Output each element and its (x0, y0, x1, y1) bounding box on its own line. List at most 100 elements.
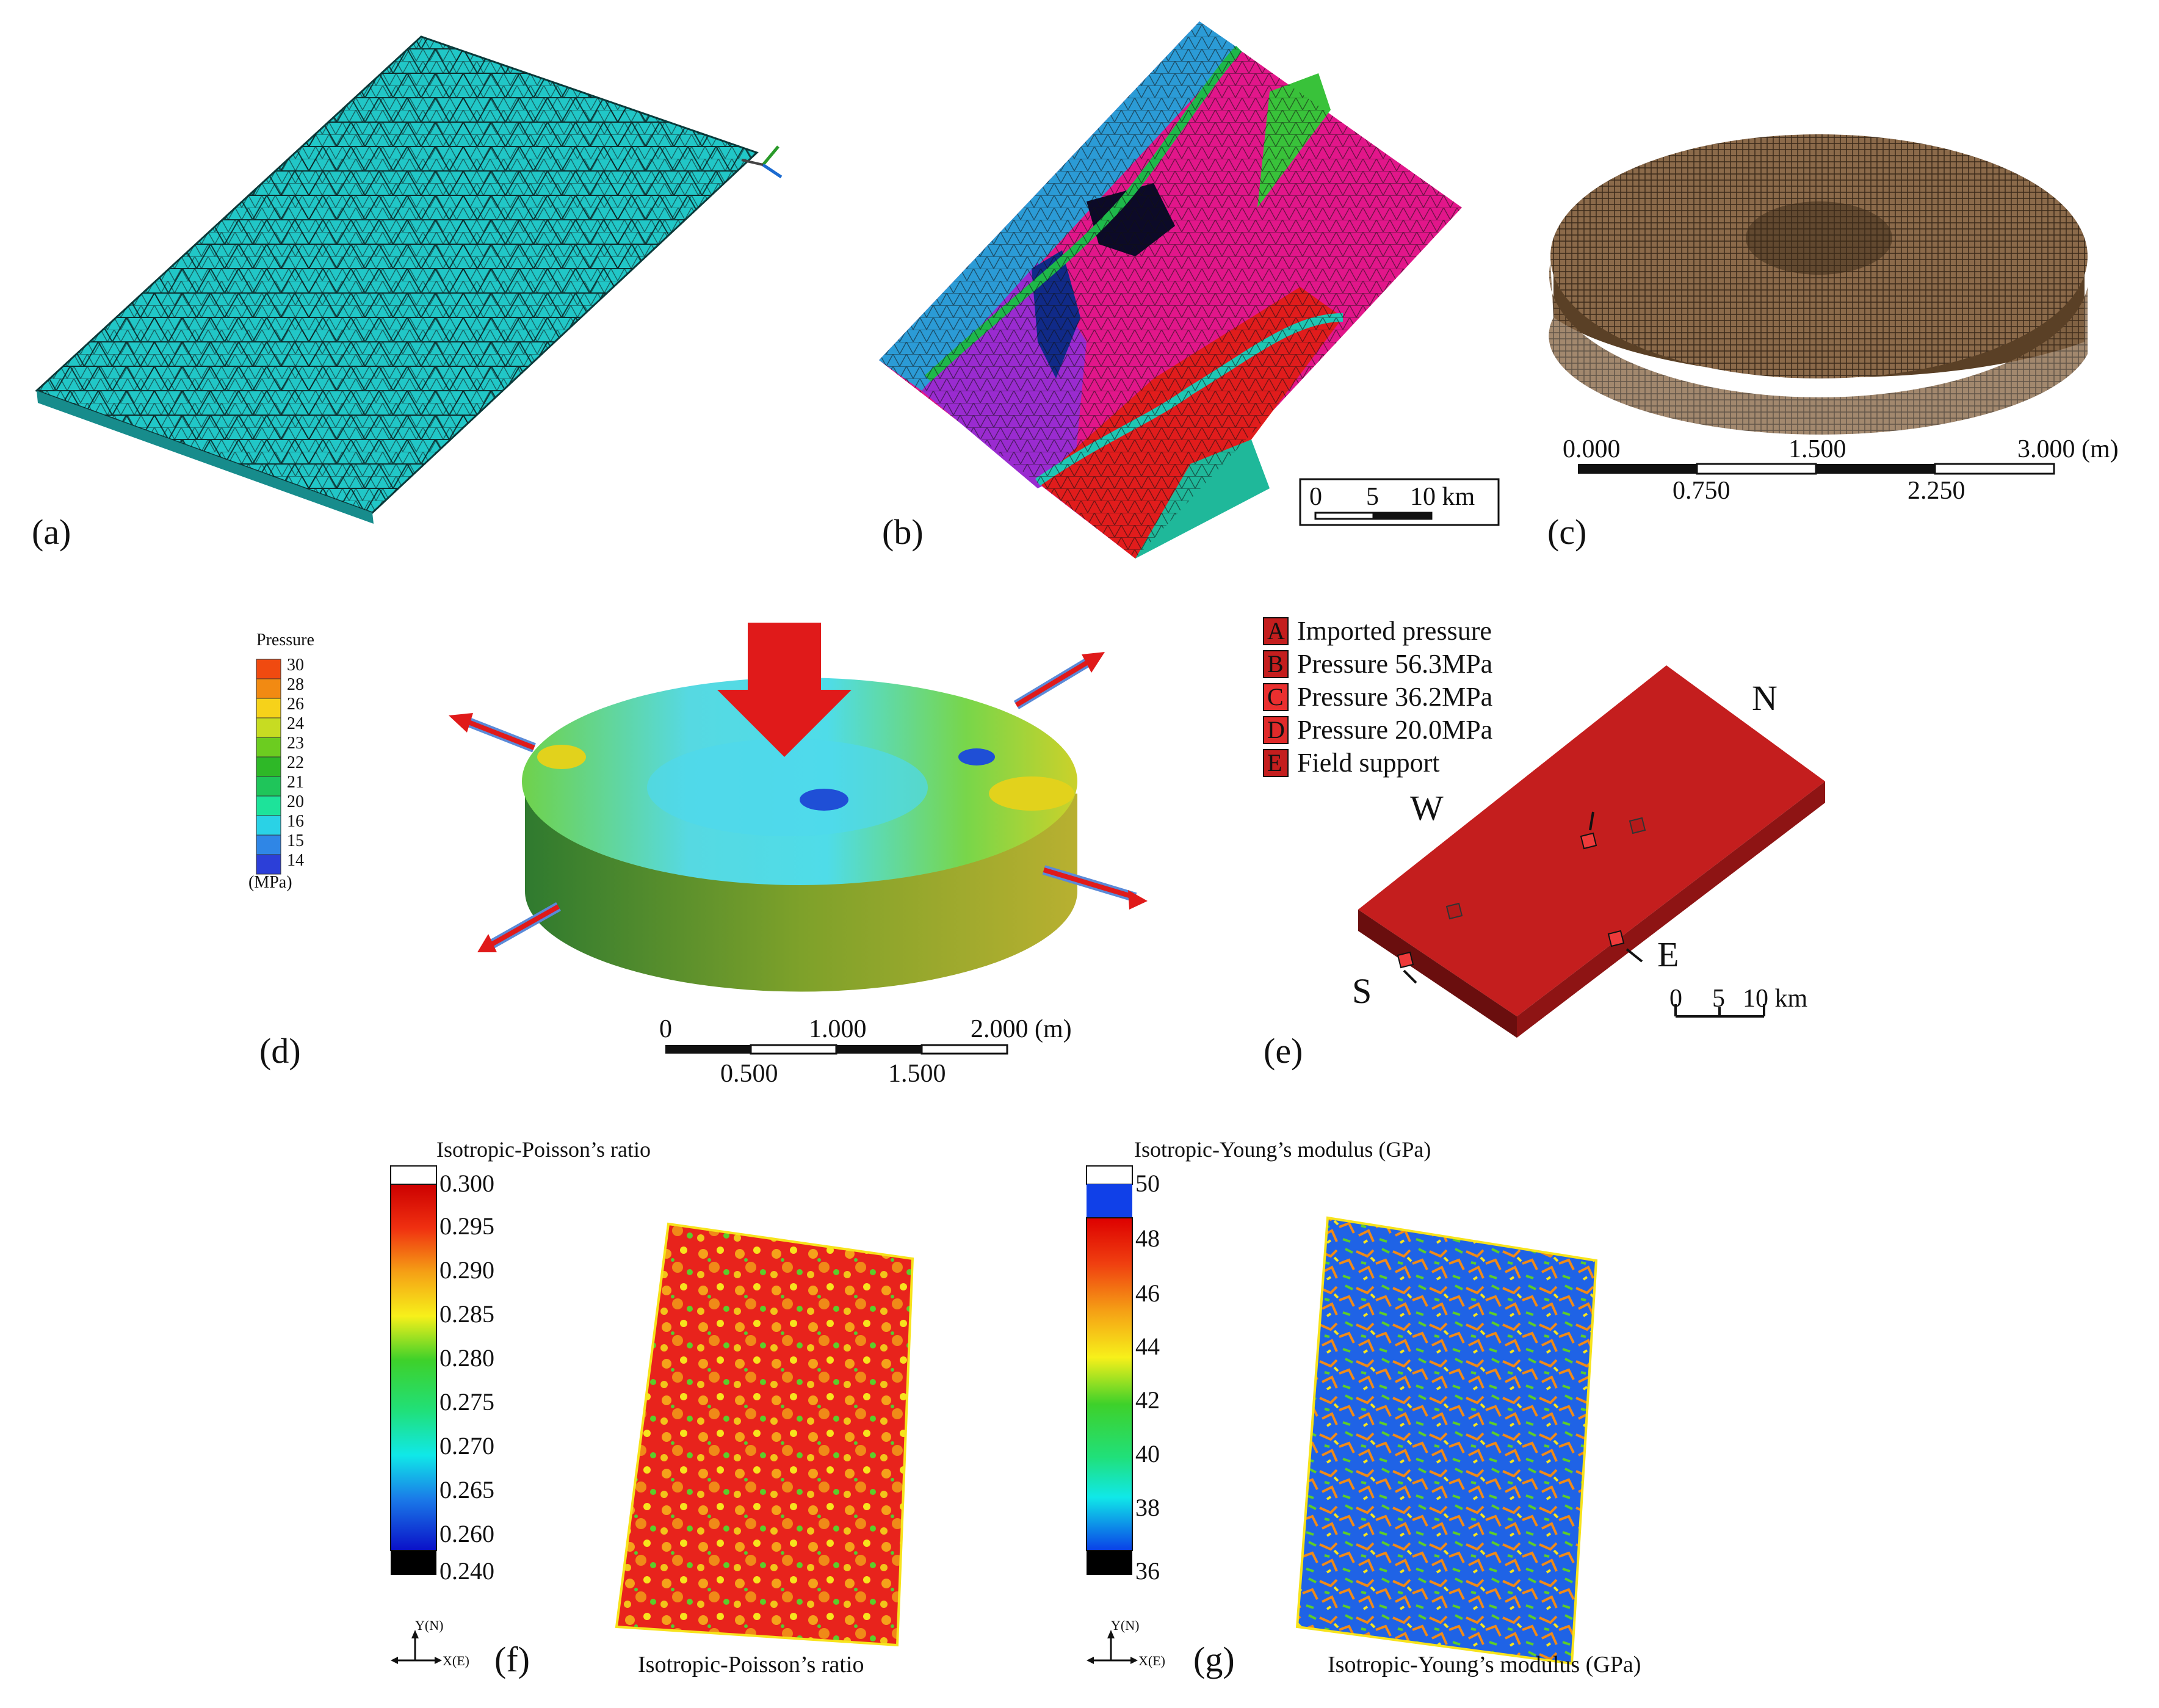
c-scale-0750: 0.750 (1673, 477, 1730, 505)
d-scale-2000: 2.000 (m) (971, 1015, 1072, 1043)
e-legend-label: Pressure 56.3MPa (1297, 649, 1493, 679)
b-scale-10km: 10 km (1410, 483, 1475, 511)
d-legend-unit: (MPa) (248, 873, 292, 892)
b-scale-0: 0 (1309, 483, 1322, 511)
pressure-legend-swatch (256, 854, 281, 875)
colorbar-tick: 0.290 (439, 1256, 494, 1284)
pressure-legend-swatch (256, 659, 281, 679)
e-legend-key: A (1267, 617, 1285, 645)
e-legend-label: Imported pressure (1297, 616, 1492, 646)
pressure-legend-swatch (256, 834, 281, 855)
g-axis-y-label: Y(N) (1111, 1618, 1140, 1633)
colorbar-tick: 0.280 (439, 1344, 494, 1372)
panel-e-scalebar (1674, 1004, 1765, 1018)
pressure-legend-swatch (256, 698, 281, 718)
axis-triad-icon (741, 145, 783, 179)
e-legend-label: Pressure 20.0MPa (1297, 715, 1493, 745)
panel-g-colorbar (1086, 1165, 1133, 1575)
panel-f-colorbar (390, 1165, 437, 1575)
panel-e-legend-swatches (1263, 617, 1289, 777)
panel-d-load-arrows (449, 623, 1148, 952)
pressure-legend-swatch (256, 776, 281, 797)
e-scale-5: 5 (1712, 985, 1725, 1013)
pressure-legend-tick: 20 (287, 792, 304, 811)
colorbar-tick: 0.295 (439, 1212, 494, 1240)
e-scale-10km: 10 km (1743, 985, 1808, 1013)
panel-a-mesh (35, 35, 783, 524)
colorbar-tick: 0.240 (439, 1557, 494, 1585)
e-south-label: S (1352, 971, 1372, 1011)
panel-d-disc (522, 678, 1077, 992)
pressure-legend-swatch (256, 756, 281, 777)
pressure-legend-tick: 14 (287, 851, 304, 870)
colorbar-tick: 0.285 (439, 1300, 494, 1328)
colorbar-tick: 40 (1135, 1440, 1160, 1467)
panel-label-g: (g) (1193, 1640, 1235, 1679)
colorbar-tick: 38 (1135, 1494, 1160, 1521)
d-legend-title: Pressure (256, 631, 314, 650)
colorbar-tick: 36 (1135, 1557, 1160, 1585)
g-axis-x-label: X(E) (1138, 1653, 1165, 1668)
panel-d-scalebar (665, 1044, 1008, 1055)
pressure-legend-tick: 24 (287, 714, 304, 733)
colorbar-tick: 46 (1135, 1279, 1160, 1307)
d-scale-0500: 0.500 (720, 1060, 778, 1088)
pressure-legend-swatch (256, 678, 281, 699)
pressure-legend-tick: 30 (287, 656, 304, 675)
colorbar-tick: 44 (1135, 1333, 1160, 1360)
e-legend-key: B (1267, 650, 1284, 678)
d-scale-0: 0 (659, 1015, 672, 1043)
e-legend-key: D (1267, 716, 1285, 744)
panel-label-f: (f) (494, 1640, 530, 1679)
e-legend-key: E (1267, 749, 1282, 776)
panel-b-scalebar (1299, 478, 1500, 526)
pressure-legend-tick: 28 (287, 675, 304, 694)
pressure-legend-tick: 16 (287, 812, 304, 831)
panel-c-disc-mesh (1549, 134, 2088, 435)
panel-f-map (615, 1222, 914, 1647)
pressure-legend-tick: 15 (287, 831, 304, 850)
e-west-label: W (1410, 788, 1444, 828)
f-caption: Isotropic-Poisson’s ratio (638, 1652, 864, 1677)
e-east-label: E (1657, 935, 1679, 974)
panel-label-a: (a) (32, 512, 71, 552)
pressure-legend-swatch (256, 717, 281, 738)
b-scale-5: 5 (1366, 483, 1379, 511)
pressure-legend-swatch (256, 815, 281, 836)
panel-label-c: (c) (1547, 512, 1587, 552)
f-axis-x-label: X(E) (443, 1653, 469, 1668)
e-scale-0: 0 (1669, 985, 1682, 1013)
d-scale-1000: 1.000 (809, 1015, 867, 1043)
panel-c-scalebar (1578, 463, 2055, 475)
panel-d-colorbar (256, 659, 281, 875)
colorbar-tick: 0.300 (439, 1170, 494, 1197)
pressure-legend-swatch (256, 737, 281, 758)
colorbar-tick: 48 (1135, 1225, 1160, 1252)
colorbar-tick: 0.260 (439, 1520, 494, 1547)
panel-b-geology-mesh (879, 21, 1462, 559)
pressure-legend-swatch (256, 795, 281, 816)
pressure-legend-tick: 26 (287, 695, 304, 714)
e-north-label: N (1752, 678, 1777, 718)
colorbar-tick: 0.275 (439, 1388, 494, 1416)
pressure-legend-tick: 23 (287, 734, 304, 753)
c-scale-2250: 2.250 (1908, 477, 1966, 505)
c-scale-0: 0.000 (1563, 435, 1621, 463)
pressure-legend-tick: 21 (287, 773, 304, 792)
f-axis-y-label: Y(N) (415, 1618, 444, 1633)
d-scale-1500: 1.500 (888, 1060, 946, 1088)
panel-label-d: (d) (259, 1031, 301, 1071)
e-legend-label: Pressure 36.2MPa (1297, 682, 1493, 712)
g-colorbar-title: Isotropic-Young’s modulus (GPa) (1134, 1137, 1431, 1162)
e-legend-key: C (1267, 683, 1284, 711)
colorbar-tick: 0.270 (439, 1432, 494, 1460)
c-scale-3000: 3.000 (m) (2017, 435, 2119, 463)
panel-g-axis-icon (1087, 1630, 1138, 1664)
g-caption: Isotropic-Young’s modulus (GPa) (1328, 1652, 1641, 1677)
colorbar-tick: 0.265 (439, 1476, 494, 1504)
e-legend-label: Field support (1297, 748, 1440, 778)
panel-e-red-block (1358, 665, 1825, 1038)
c-scale-1500: 1.500 (1788, 435, 1846, 463)
colorbar-tick: 50 (1135, 1170, 1160, 1197)
